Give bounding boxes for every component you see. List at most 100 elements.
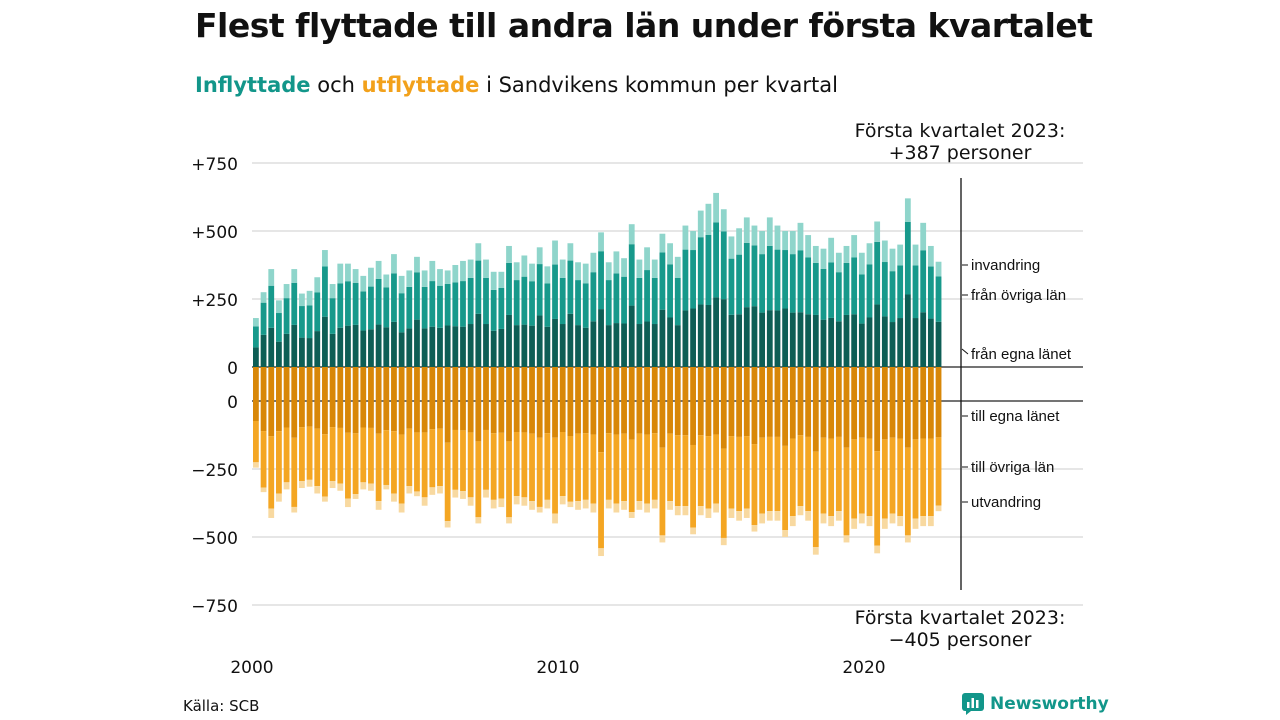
bar-out-other: [322, 434, 328, 497]
bar-in-immigration: [851, 235, 858, 258]
bar-in-other: [820, 268, 827, 320]
bar-in-other: [743, 242, 750, 308]
bar-out-emigration: [728, 508, 735, 518]
bar-in-other: [268, 285, 275, 328]
bar-out-own: [345, 367, 351, 433]
bar-out-other: [391, 431, 397, 494]
bar-in-other: [904, 221, 911, 295]
bar-in-immigration: [429, 260, 436, 282]
bar-in-other: [766, 245, 773, 311]
bar-in-other: [460, 281, 466, 327]
bar-out-own: [697, 367, 704, 436]
bar-out-emigration: [935, 505, 942, 512]
bar-out-own: [314, 367, 321, 429]
bar-out-own: [322, 367, 328, 435]
annotation-top-line1: Första kvartalet 2023:: [854, 120, 1066, 142]
brand[interactable]: Newsworthy: [962, 693, 1109, 715]
bar-out-other: [835, 436, 842, 512]
bar-out-other: [406, 428, 413, 487]
bar-in-own: [406, 328, 413, 367]
bar-in-immigration: [460, 260, 466, 282]
bar-out-other: [429, 429, 436, 488]
bar-in-own: [812, 314, 819, 367]
bar-out-own: [460, 367, 466, 431]
bar-out-own: [360, 367, 367, 428]
y-tick-label: +500: [191, 223, 238, 243]
bar-out-emigration: [552, 513, 558, 524]
bar-out-other: [904, 447, 911, 536]
bar-in-other: [897, 265, 904, 319]
bar-in-other: [314, 292, 321, 332]
bar-in-own: [797, 312, 804, 367]
bar-out-other: [398, 434, 405, 504]
bar-in-immigration: [651, 259, 658, 278]
bar-in-immigration: [897, 244, 904, 266]
bar-out-other: [874, 451, 881, 546]
bar-out-other: [636, 433, 643, 502]
bar-in-own: [766, 310, 773, 367]
bar-out-emigration: [483, 489, 489, 498]
bar-out-emigration: [682, 506, 689, 516]
bar-in-own: [674, 325, 681, 367]
bar-in-own: [636, 324, 643, 367]
bar-out-emigration: [805, 511, 812, 521]
bar-in-immigration: [421, 270, 428, 287]
bar-out-emigration: [636, 501, 643, 510]
bar-out-own: [843, 367, 850, 448]
bar-in-own: [881, 316, 888, 367]
bar-out-own: [682, 367, 689, 436]
bar-in-immigration: [329, 284, 336, 299]
bar-in-immigration: [667, 243, 673, 265]
bar-out-emigration: [368, 483, 374, 491]
bar-in-immigration: [345, 263, 351, 282]
bar-in-immigration: [766, 217, 773, 246]
bar-in-own: [927, 318, 934, 367]
bar-in-other: [452, 282, 459, 327]
bar-in-immigration: [812, 245, 819, 263]
bar-in-other: [789, 254, 796, 313]
bar-in-own: [644, 321, 650, 367]
bar-in-immigration: [299, 293, 305, 307]
bar-in-own: [483, 324, 489, 367]
bar-in-other: [621, 276, 627, 324]
bar-out-other: [774, 436, 781, 512]
bar-out-other: [897, 438, 904, 517]
bar-in-own: [828, 317, 835, 367]
bar-in-other: [828, 262, 835, 318]
inflow-bars: [253, 192, 942, 367]
bar-out-own: [414, 367, 420, 433]
bar-in-immigration: [322, 250, 328, 267]
bar-out-other: [667, 433, 673, 502]
bar-in-immigration: [751, 225, 758, 246]
bar-in-immigration: [797, 222, 804, 251]
bar-out-emigration: [521, 497, 528, 506]
bar-out-own: [291, 367, 298, 438]
bar-out-own: [728, 367, 735, 437]
bar-in-immigration: [805, 235, 812, 258]
bar-in-other: [713, 222, 719, 298]
bar-in-other: [391, 273, 397, 322]
y-tick-label: 0: [227, 393, 238, 413]
grid-lines: [252, 162, 1083, 606]
bar-in-own: [306, 338, 313, 367]
bar-in-own: [659, 309, 666, 367]
bar-in-own: [322, 316, 328, 367]
bar-out-emigration: [529, 501, 535, 510]
bar-out-emigration: [452, 489, 459, 498]
subtitle-inflyttade: Inflyttade: [195, 73, 311, 97]
bar-in-own: [805, 314, 812, 367]
bar-in-own: [789, 312, 796, 367]
bar-in-other: [667, 264, 673, 318]
bar-out-other: [467, 432, 474, 498]
bar-out-emigration: [889, 513, 896, 524]
bar-out-emigration: [874, 545, 881, 554]
x-tick-label: 2010: [536, 658, 579, 678]
bar-in-other: [260, 302, 267, 335]
bar-in-own: [782, 308, 789, 367]
bar-in-immigration: [352, 269, 359, 283]
bar-in-own: [429, 326, 436, 367]
bar-out-own: [552, 367, 558, 438]
bar-out-other: [720, 448, 727, 538]
bar-out-other: [460, 430, 466, 492]
